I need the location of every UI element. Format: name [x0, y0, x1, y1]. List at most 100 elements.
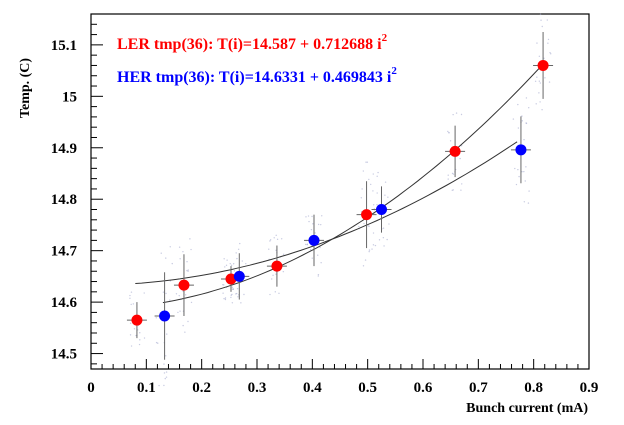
- scatter-dot-ler: [175, 293, 178, 295]
- scatter-dot-ler: [135, 334, 137, 337]
- scatter-dot-her: [525, 122, 528, 125]
- y-tick-label: 15: [62, 89, 77, 105]
- scatter-dot-ler: [550, 53, 552, 55]
- scatter-dot-her: [308, 220, 310, 223]
- plot-frame: [90, 13, 590, 370]
- scatter-dot-her: [305, 216, 307, 218]
- scatter-dot-ler: [223, 284, 225, 286]
- y-tick-label: 14.7: [51, 244, 78, 260]
- scatter-dot-ler: [534, 80, 537, 83]
- scatter-dot-her: [523, 138, 525, 141]
- scatter-dot-ler: [282, 253, 285, 256]
- scatter-dot-her: [169, 299, 171, 301]
- scatter-dot-ler: [549, 51, 551, 54]
- scatter-dot-ler: [448, 132, 450, 134]
- scatter-dot-her: [321, 215, 323, 217]
- scatter-dot-ler: [138, 343, 141, 346]
- scatter-dot-ler: [276, 238, 279, 241]
- scatter-dot-ler: [178, 246, 181, 248]
- scatter-dot-ler: [275, 234, 277, 237]
- x-axis-title: Bunch current (mA): [466, 401, 588, 416]
- scatter-dot-her: [312, 223, 314, 225]
- scatter-dot-ler: [538, 55, 541, 58]
- scatter-dot-ler: [269, 240, 271, 242]
- scatter-dot-ler: [132, 303, 135, 305]
- scatter-dot-ler: [232, 263, 235, 265]
- x-tick-label: 0.1: [137, 380, 156, 396]
- scatter-dot-her: [158, 384, 160, 387]
- legend-her-exponent: 2: [391, 65, 397, 77]
- scatter-dot-her: [162, 291, 165, 293]
- scatter-dot-ler: [278, 292, 280, 295]
- scatter-dot-ler: [362, 170, 365, 172]
- scatter-dot-her: [372, 244, 375, 246]
- scatter-dot-her: [231, 302, 234, 304]
- scatter-dot-her: [237, 248, 240, 250]
- scatter-dot-ler: [460, 189, 462, 191]
- data-point-ler: [271, 260, 283, 272]
- y-axis-ticks: 14.5 14.6 14.7 14.8 14.9 15 15.1: [51, 13, 103, 365]
- scatter-dot-her: [232, 288, 234, 290]
- scatter-dot-her: [528, 190, 530, 192]
- scatter-dot-ler: [274, 291, 277, 293]
- scatter-dot-ler: [133, 328, 136, 330]
- scatter-dot-ler: [182, 251, 184, 253]
- scatter-dot-ler: [129, 334, 132, 336]
- scatter-dot-her: [382, 227, 385, 229]
- x-axis-ticks: 0 0.1 0.2 0.3 0.4 0.5 0.6 0.7 0.8 0.9: [87, 359, 598, 396]
- scatter-dot-ler: [362, 265, 365, 267]
- scatter-dot-ler: [271, 278, 273, 280]
- data-point-ler: [537, 59, 549, 71]
- scatter-dot-ler: [275, 273, 277, 275]
- scatter-dot-ler: [225, 264, 228, 267]
- scatter-dot-her: [169, 246, 171, 248]
- scatter-dot-her: [517, 127, 520, 129]
- scatter-dot-her: [317, 254, 319, 256]
- scatter-dot-ler: [177, 311, 179, 314]
- scatter-dot-her: [376, 192, 378, 194]
- scatter-dot-her: [525, 166, 527, 168]
- legend-her-label: HER tmp(36): T(i)=14.6331 + 0.469843 i: [117, 69, 392, 86]
- scatter-dot-ler: [539, 13, 542, 16]
- scatter-dot-her: [243, 293, 245, 296]
- scatter-dot-ler: [447, 130, 449, 133]
- scatter-dot-ler: [547, 42, 549, 44]
- scatter-dot-her: [521, 120, 524, 122]
- scatter-dot-ler: [461, 183, 463, 185]
- scatter-dot-ler: [548, 81, 551, 83]
- scatter-dot-her: [163, 384, 165, 387]
- y-axis-title: Temp. (C): [18, 58, 33, 118]
- scatter-dot-her: [314, 232, 316, 234]
- data-point-her: [515, 144, 527, 156]
- scatter-dot-her: [376, 175, 378, 177]
- scatter-dot-her: [376, 203, 378, 206]
- scatter-dot-her: [372, 232, 375, 234]
- scatter-dot-ler: [143, 337, 146, 339]
- scatter-dot-ler: [361, 188, 363, 190]
- scatter-dot-her: [384, 181, 387, 183]
- scatter-dot-ler: [187, 269, 189, 271]
- scatter-dot-ler: [452, 173, 455, 175]
- scatter-dot-her: [528, 107, 530, 109]
- scatter-dot-ler: [536, 76, 538, 78]
- y-tick-label: 15.1: [51, 38, 77, 54]
- scatter-dot-ler: [226, 259, 228, 261]
- scatter-dot-ler: [184, 331, 186, 333]
- scatter-dot-ler: [230, 296, 232, 299]
- scatter-dot-her: [378, 239, 381, 241]
- scatter-dot-her: [374, 244, 377, 247]
- scatter-dot-ler: [539, 101, 541, 103]
- scatter-dot-ler: [459, 157, 461, 160]
- data-point-her: [159, 310, 171, 322]
- scatter-dot-ler: [269, 293, 271, 296]
- scatter-dot-ler: [222, 292, 224, 294]
- scatter-dot-ler: [539, 82, 542, 84]
- scatter-dot-her: [317, 275, 319, 277]
- y-tick-label: 14.6: [51, 295, 78, 311]
- scatter-dot-ler: [544, 77, 546, 79]
- scatter-dot-her: [317, 273, 320, 276]
- scatter-dot-her: [514, 167, 516, 170]
- scatter-dot-her: [377, 171, 379, 174]
- scatter-dot-her: [165, 376, 168, 378]
- scatter-dot-her: [317, 223, 320, 226]
